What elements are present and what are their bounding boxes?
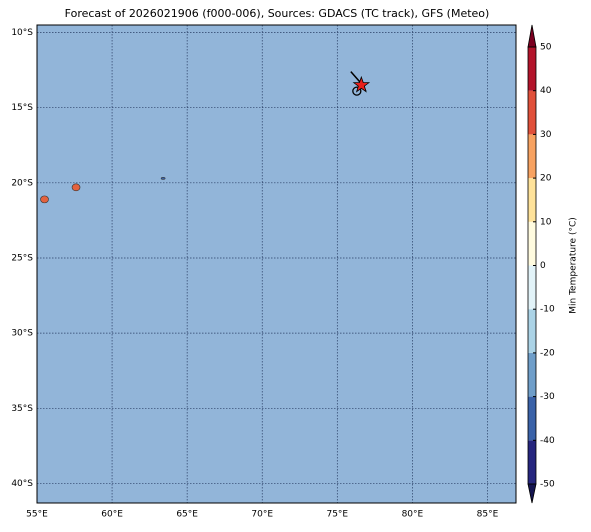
colorbar-over xyxy=(527,24,537,48)
lat-tick-label: 40°S xyxy=(11,479,33,489)
colorbar-level xyxy=(528,440,536,484)
island xyxy=(71,183,81,192)
colorbar-level xyxy=(528,47,536,91)
sea xyxy=(37,25,516,503)
lat-tick-label: 10°S xyxy=(11,28,33,38)
colorbar-level xyxy=(528,90,536,135)
colorbar-tick-label: 10 xyxy=(540,217,552,227)
colorbar-level xyxy=(528,396,536,441)
tc-star xyxy=(352,75,371,93)
lat-tick-label: 30°S xyxy=(11,329,33,339)
colorbar-tick-label: 20 xyxy=(540,174,552,184)
colorbar-tick-label: 50 xyxy=(540,43,552,53)
colorbar-tick-label: 0 xyxy=(540,261,546,271)
colorbar-tick-label: -40 xyxy=(540,436,555,446)
colorbar-tick-label: 30 xyxy=(540,130,552,140)
colorbar-level xyxy=(528,352,536,397)
colorbar-level xyxy=(528,309,536,353)
lon-tick-label: 70°E xyxy=(251,510,273,520)
colorbar-tick-label: -30 xyxy=(540,392,555,402)
map-frame xyxy=(36,24,517,504)
lon-tick-label: 55°E xyxy=(26,510,48,520)
lat-tick-label: 20°S xyxy=(11,178,33,188)
lon-tick-label: 80°E xyxy=(402,510,424,520)
lat-tick-label: 15°S xyxy=(11,103,33,113)
lat-tick-label: 25°S xyxy=(11,253,33,263)
colorbar-tick-label: 40 xyxy=(540,86,552,96)
lat-tick-label: 35°S xyxy=(11,404,33,414)
island xyxy=(160,177,166,180)
colorbar-tick-label: -10 xyxy=(540,305,555,315)
lon-tick-label: 75°E xyxy=(326,510,348,520)
colorbar-under xyxy=(527,483,537,504)
colorbar-level xyxy=(528,178,536,222)
map-title: Forecast of 2026021906 (f000-006), Sourc… xyxy=(65,7,490,20)
colorbar-label: Min Temperature (°C) xyxy=(569,217,579,314)
colorbar-level xyxy=(528,221,536,266)
colorbar-tick-label: -20 xyxy=(540,348,555,358)
lon-tick-label: 65°E xyxy=(176,510,198,520)
colorbar-tick-label: -50 xyxy=(540,480,555,490)
colorbar-level xyxy=(528,265,536,310)
colorbar-level xyxy=(528,134,536,179)
tc-position xyxy=(352,86,362,96)
island xyxy=(40,195,49,204)
lon-tick-label: 60°E xyxy=(101,510,123,520)
lon-tick-label: 85°E xyxy=(477,510,499,520)
